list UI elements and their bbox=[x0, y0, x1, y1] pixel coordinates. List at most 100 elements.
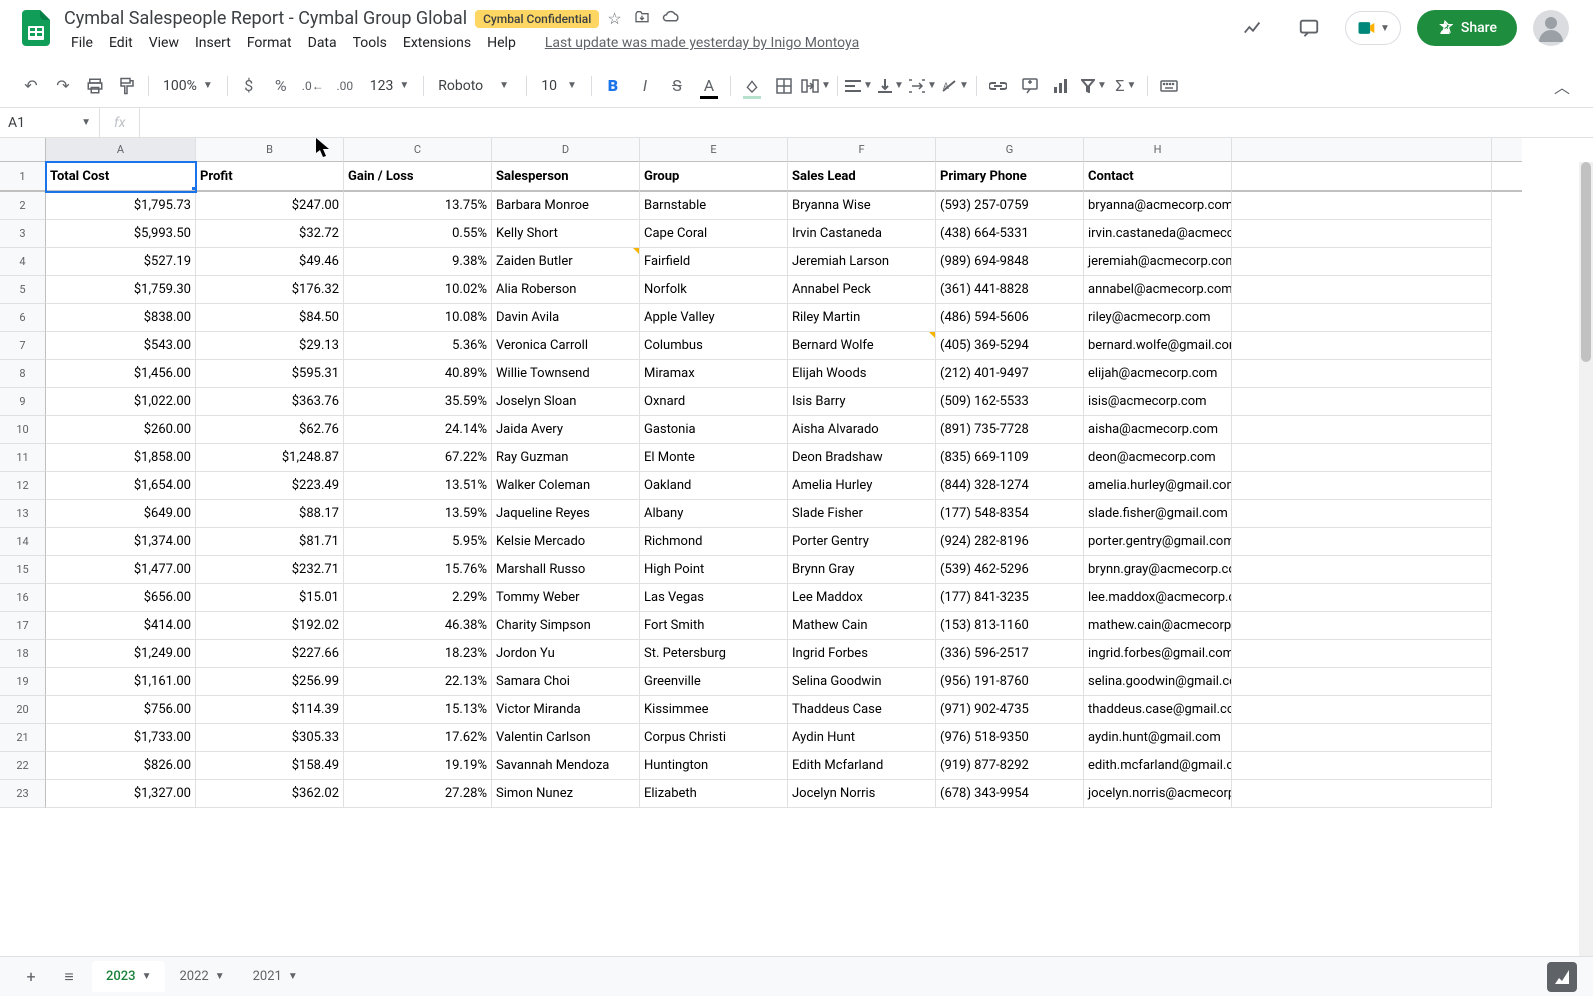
cell-12-F[interactable]: Amelia Hurley bbox=[788, 472, 936, 500]
cell-17-B[interactable]: $192.02 bbox=[196, 612, 344, 640]
cell-19-C[interactable]: 22.13% bbox=[344, 668, 492, 696]
doc-title[interactable]: Cymbal Salespeople Report - Cymbal Group… bbox=[64, 8, 467, 29]
cell-3-F[interactable]: Irvin Castaneda bbox=[788, 220, 936, 248]
cell-blank[interactable] bbox=[1232, 500, 1492, 528]
add-sheet-button[interactable]: + bbox=[16, 962, 46, 992]
cell-18-C[interactable]: 18.23% bbox=[344, 640, 492, 668]
comments-icon[interactable] bbox=[1289, 8, 1329, 48]
cell-blank[interactable] bbox=[1232, 584, 1492, 612]
cell-6-H[interactable]: riley@acmecorp.com bbox=[1084, 304, 1232, 332]
cell-7-D[interactable]: Veronica Carroll bbox=[492, 332, 640, 360]
font-select[interactable]: Roboto▼ bbox=[430, 78, 520, 94]
cell-12-E[interactable]: Oakland bbox=[640, 472, 788, 500]
rotate-button[interactable]: A▼ bbox=[940, 71, 970, 101]
strikethrough-button[interactable]: S bbox=[662, 71, 692, 101]
cell-23-C[interactable]: 27.28% bbox=[344, 780, 492, 808]
fill-color-button[interactable] bbox=[737, 71, 767, 101]
cell-5-E[interactable]: Norfolk bbox=[640, 276, 788, 304]
cell-4-C[interactable]: 9.38% bbox=[344, 248, 492, 276]
row-header-6[interactable]: 6 bbox=[0, 304, 46, 332]
row-header-4[interactable]: 4 bbox=[0, 248, 46, 276]
cell-13-H[interactable]: slade.fisher@gmail.com bbox=[1084, 500, 1232, 528]
cell-blank[interactable] bbox=[1232, 248, 1492, 276]
bold-button[interactable]: B bbox=[598, 71, 628, 101]
cell-blank[interactable] bbox=[1232, 444, 1492, 472]
cell-17-E[interactable]: Fort Smith bbox=[640, 612, 788, 640]
row-header-19[interactable]: 19 bbox=[0, 668, 46, 696]
cell-23-G[interactable]: (678) 343-9954 bbox=[936, 780, 1084, 808]
row-header-20[interactable]: 20 bbox=[0, 696, 46, 724]
cell-8-D[interactable]: Willie Townsend bbox=[492, 360, 640, 388]
font-size-select[interactable]: 10▼ bbox=[533, 78, 585, 94]
sheets-logo[interactable] bbox=[16, 8, 56, 48]
cell-20-H[interactable]: thaddeus.case@gmail.com bbox=[1084, 696, 1232, 724]
cell-13-A[interactable]: $649.00 bbox=[46, 500, 196, 528]
cell-15-H[interactable]: brynn.gray@acmecorp.com bbox=[1084, 556, 1232, 584]
cell-4-B[interactable]: $49.46 bbox=[196, 248, 344, 276]
cell-12-D[interactable]: Walker Coleman bbox=[492, 472, 640, 500]
cell-6-G[interactable]: (486) 594-5606 bbox=[936, 304, 1084, 332]
cell-14-H[interactable]: porter.gentry@gmail.com bbox=[1084, 528, 1232, 556]
cell-2-F[interactable]: Bryanna Wise bbox=[788, 192, 936, 220]
cell-18-F[interactable]: Ingrid Forbes bbox=[788, 640, 936, 668]
cell-18-D[interactable]: Jordon Yu bbox=[492, 640, 640, 668]
explore-button[interactable] bbox=[1547, 962, 1577, 992]
cell-8-C[interactable]: 40.89% bbox=[344, 360, 492, 388]
cell-3-E[interactable]: Cape Coral bbox=[640, 220, 788, 248]
cell-3-G[interactable]: (438) 664-5331 bbox=[936, 220, 1084, 248]
cell-21-H[interactable]: aydin.hunt@gmail.com bbox=[1084, 724, 1232, 752]
menu-format[interactable]: Format bbox=[240, 31, 299, 55]
cell-23-B[interactable]: $362.02 bbox=[196, 780, 344, 808]
merge-button[interactable]: ▼ bbox=[801, 71, 831, 101]
cell-14-F[interactable]: Porter Gentry bbox=[788, 528, 936, 556]
cell-16-C[interactable]: 2.29% bbox=[344, 584, 492, 612]
col-header-F[interactable]: F bbox=[788, 138, 936, 162]
cell-blank[interactable] bbox=[1232, 332, 1492, 360]
cell-18-E[interactable]: St. Petersburg bbox=[640, 640, 788, 668]
vertical-scrollbar[interactable] bbox=[1579, 162, 1593, 958]
meet-button[interactable]: ▼ bbox=[1345, 11, 1401, 45]
cell-20-B[interactable]: $114.39 bbox=[196, 696, 344, 724]
formula-input[interactable] bbox=[140, 108, 1593, 137]
cell-7-F[interactable]: Bernard Wolfe bbox=[788, 332, 936, 360]
all-sheets-button[interactable]: ≡ bbox=[54, 962, 84, 992]
cell-8-H[interactable]: elijah@acmecorp.com bbox=[1084, 360, 1232, 388]
header-cell-3[interactable]: Salesperson bbox=[492, 162, 640, 192]
row-header-21[interactable]: 21 bbox=[0, 724, 46, 752]
row-header-9[interactable]: 9 bbox=[0, 388, 46, 416]
cell-14-A[interactable]: $1,374.00 bbox=[46, 528, 196, 556]
cell-11-G[interactable]: (835) 669-1109 bbox=[936, 444, 1084, 472]
cell-20-A[interactable]: $756.00 bbox=[46, 696, 196, 724]
col-header-C[interactable]: C bbox=[344, 138, 492, 162]
cell-10-A[interactable]: $260.00 bbox=[46, 416, 196, 444]
row-header-15[interactable]: 15 bbox=[0, 556, 46, 584]
cell-4-E[interactable]: Fairfield bbox=[640, 248, 788, 276]
cell-6-B[interactable]: $84.50 bbox=[196, 304, 344, 332]
cell-7-E[interactable]: Columbus bbox=[640, 332, 788, 360]
cell-blank[interactable] bbox=[1232, 388, 1492, 416]
header-cell-blank[interactable] bbox=[1232, 162, 1492, 192]
header-cell-1[interactable]: Profit bbox=[196, 162, 344, 192]
menu-help[interactable]: Help bbox=[480, 31, 523, 55]
cell-16-B[interactable]: $15.01 bbox=[196, 584, 344, 612]
cell-7-G[interactable]: (405) 369-5294 bbox=[936, 332, 1084, 360]
cell-11-E[interactable]: El Monte bbox=[640, 444, 788, 472]
cell-blank[interactable] bbox=[1232, 556, 1492, 584]
zoom-select[interactable]: 100%▼ bbox=[155, 78, 221, 94]
cell-13-C[interactable]: 13.59% bbox=[344, 500, 492, 528]
cell-18-B[interactable]: $227.66 bbox=[196, 640, 344, 668]
cell-14-D[interactable]: Kelsie Mercado bbox=[492, 528, 640, 556]
cell-20-G[interactable]: (971) 902-4735 bbox=[936, 696, 1084, 724]
header-cell-7[interactable]: Contact bbox=[1084, 162, 1232, 192]
cell-blank[interactable] bbox=[1232, 780, 1492, 808]
cell-20-F[interactable]: Thaddeus Case bbox=[788, 696, 936, 724]
cell-16-E[interactable]: Las Vegas bbox=[640, 584, 788, 612]
percent-button[interactable]: % bbox=[266, 71, 296, 101]
row-header-5[interactable]: 5 bbox=[0, 276, 46, 304]
cell-4-A[interactable]: $527.19 bbox=[46, 248, 196, 276]
cell-2-H[interactable]: bryanna@acmecorp.com bbox=[1084, 192, 1232, 220]
cell-9-B[interactable]: $363.76 bbox=[196, 388, 344, 416]
cell-5-H[interactable]: annabel@acmecorp.com bbox=[1084, 276, 1232, 304]
cell-10-F[interactable]: Aisha Alvarado bbox=[788, 416, 936, 444]
chart-button[interactable] bbox=[1047, 71, 1077, 101]
